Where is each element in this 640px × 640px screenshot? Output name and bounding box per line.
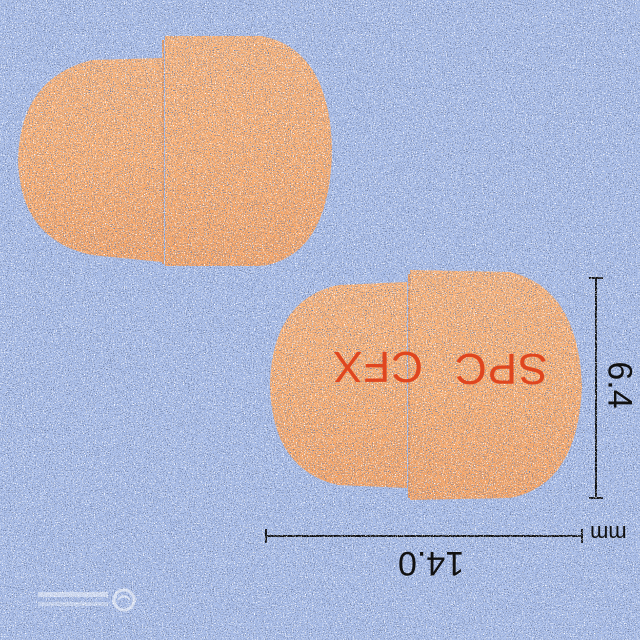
imprint-cfx: CFX xyxy=(332,342,423,391)
dimension-unit-label: mm xyxy=(590,521,627,546)
watermark-logo xyxy=(38,588,136,612)
dimension-length-label: 14.0 xyxy=(398,544,465,582)
dimension-width-label: 6.4 xyxy=(600,361,639,409)
imprint-spc: SPC xyxy=(454,344,548,393)
